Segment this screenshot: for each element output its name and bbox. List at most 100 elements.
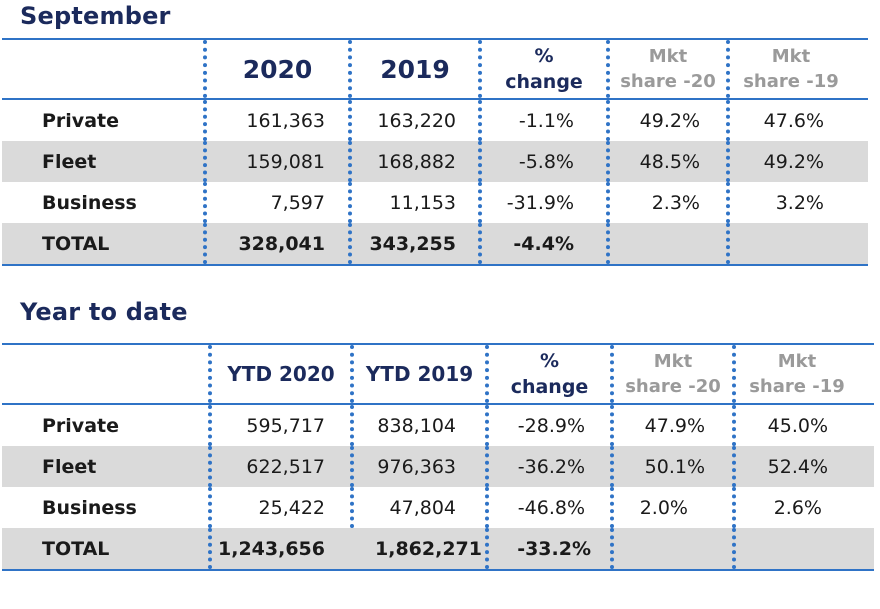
column-divider (485, 487, 489, 528)
column-divider (610, 345, 614, 403)
table-top-rule (2, 343, 874, 345)
column-divider (203, 182, 207, 223)
column-divider (350, 405, 354, 446)
table-row-fleet: Fleet 622,517 976,363 -36.2% 50.1% 52.4% (2, 446, 874, 487)
column-divider (203, 40, 207, 98)
header-mkt19-line2: share -19 (743, 71, 839, 92)
column-divider (726, 141, 730, 182)
row-label: Private (42, 414, 119, 437)
column-divider (732, 528, 736, 569)
table-header-row: 2020 2019 % change Mkt share -20 Mkt sha… (2, 40, 868, 98)
value-pct-change: -5.8% (518, 150, 574, 173)
header-2019: 2019 (380, 54, 450, 84)
header-mkt20-line1: Mkt (653, 351, 693, 372)
value-ytd-2020: 595,717 (246, 414, 325, 437)
column-divider (732, 345, 736, 403)
value-mkt-share-20: 50.1% (644, 455, 705, 478)
column-divider (606, 40, 610, 98)
header-pct-change: % change (480, 40, 608, 98)
value-ytd-2019: 1,862,271 (375, 537, 482, 560)
value-pct-change: -33.2% (517, 537, 591, 560)
table-row-private: Private 161,363 163,220 -1.1% 49.2% 47.6… (2, 100, 868, 141)
header-mkt20-line1: Mkt (648, 46, 688, 67)
header-pct-line2: change (510, 376, 589, 398)
value-ytd-2019: 838,104 (377, 414, 456, 437)
column-divider (208, 487, 212, 528)
column-divider (208, 446, 212, 487)
header-mkt20-line2: share -20 (625, 376, 721, 397)
column-divider (606, 141, 610, 182)
header-pct-line1: % (539, 350, 560, 372)
column-divider (208, 528, 212, 569)
table-row-business: Business 25,422 47,804 -46.8% 2.0% 2.6% (2, 487, 874, 528)
column-divider (485, 345, 489, 403)
column-divider (478, 223, 482, 264)
column-divider (208, 405, 212, 446)
row-label: Fleet (42, 455, 97, 478)
column-divider (478, 141, 482, 182)
header-pct-change: % change (487, 345, 612, 403)
table-bottom-rule (2, 264, 868, 266)
table-bottom-rule (2, 569, 874, 571)
header-mkt-share-19: Mkt share -19 (734, 345, 860, 403)
header-rule (2, 403, 874, 405)
row-label: Business (42, 191, 137, 214)
row-label: TOTAL (42, 232, 110, 255)
table-row-business: Business 7,597 11,153 -31.9% 2.3% 3.2% (2, 182, 868, 223)
table-row-total: TOTAL 1,243,656 1,862,271 -33.2% (2, 528, 874, 569)
year-to-date-title: Year to date (20, 298, 188, 326)
row-label: Fleet (42, 150, 97, 173)
column-divider (478, 40, 482, 98)
column-divider (478, 100, 482, 141)
column-divider (732, 446, 736, 487)
value-mkt-share-19: 52.4% (767, 455, 828, 478)
column-divider (610, 528, 614, 569)
value-2019: 168,882 (377, 150, 456, 173)
column-divider (726, 40, 730, 98)
column-divider (203, 100, 207, 141)
column-divider (478, 182, 482, 223)
column-divider (208, 345, 212, 403)
column-divider (350, 345, 354, 403)
column-divider (485, 446, 489, 487)
value-mkt-share-20: 49.2% (639, 109, 700, 132)
column-divider (348, 40, 352, 98)
column-divider (610, 446, 614, 487)
value-2020: 328,041 (238, 232, 325, 255)
table-header-row: YTD 2020 YTD 2019 % change Mkt share -20… (2, 345, 874, 403)
row-label: Business (42, 496, 137, 519)
value-mkt-share-19: 45.0% (767, 414, 828, 437)
column-divider (348, 223, 352, 264)
table-row-fleet: Fleet 159,081 168,882 -5.8% 48.5% 49.2% (2, 141, 868, 182)
column-divider (732, 405, 736, 446)
value-2019: 163,220 (377, 109, 456, 132)
column-divider (606, 182, 610, 223)
value-2019: 11,153 (389, 191, 456, 214)
value-pct-change: -31.9% (506, 191, 574, 214)
value-2019: 343,255 (369, 232, 456, 255)
table-row-private: Private 595,717 838,104 -28.9% 47.9% 45.… (2, 405, 874, 446)
september-title: September (20, 2, 171, 30)
row-label: TOTAL (42, 537, 110, 560)
column-divider (203, 141, 207, 182)
column-divider (348, 141, 352, 182)
value-pct-change: -46.8% (517, 496, 585, 519)
column-divider (606, 223, 610, 264)
value-ytd-2019: 976,363 (377, 455, 456, 478)
value-pct-change: -4.4% (513, 232, 574, 255)
value-mkt-share-19: 2.6% (773, 496, 822, 519)
header-pct-line2: change (505, 71, 583, 93)
column-divider (350, 446, 354, 487)
year-to-date-table: YTD 2020 YTD 2019 % change Mkt share -20… (2, 343, 874, 571)
column-divider (485, 405, 489, 446)
value-pct-change: -1.1% (518, 109, 574, 132)
value-mkt-share-20: 2.3% (651, 191, 700, 214)
column-divider (726, 100, 730, 141)
value-2020: 7,597 (270, 191, 325, 214)
table-row-total: TOTAL 328,041 343,255 -4.4% (2, 223, 868, 264)
column-divider (610, 487, 614, 528)
value-mkt-share-19: 49.2% (763, 150, 824, 173)
column-divider (350, 487, 354, 528)
header-ytd-2019: YTD 2019 (365, 362, 474, 386)
column-divider (610, 405, 614, 446)
